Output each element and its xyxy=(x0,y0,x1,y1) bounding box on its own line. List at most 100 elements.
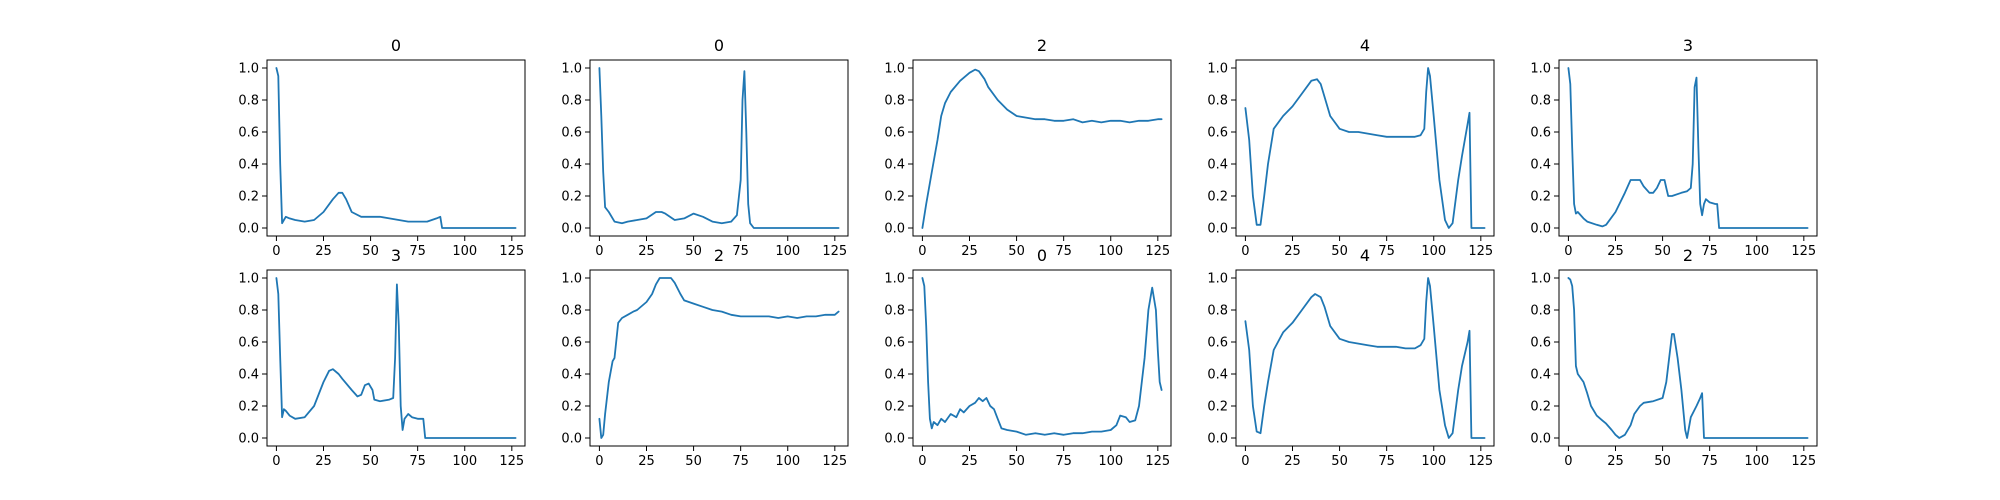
x-tick-label: 25 xyxy=(638,244,655,259)
y-tick-label: 0.2 xyxy=(1207,190,1228,205)
x-tick-label: 50 xyxy=(1008,244,1025,259)
y-tick-label: 0.4 xyxy=(884,158,905,173)
series-line xyxy=(1567,67,1809,229)
plot-frame xyxy=(1235,269,1495,447)
x-tick-label: 75 xyxy=(732,244,749,259)
plot-frame xyxy=(266,59,526,237)
y-tick-label: 0.4 xyxy=(238,158,259,173)
subplot-title: 3 xyxy=(391,246,401,265)
y-tick-label: 0.8 xyxy=(884,304,905,319)
subplot-4: 4 0 25 50 75 100 125 0.0 0.2 0.4 0.6 0.8 1.0 xyxy=(1207,36,1495,259)
x-tick-label: 25 xyxy=(1284,454,1301,469)
plot-frame xyxy=(1235,59,1495,237)
x-tick-label: 25 xyxy=(1607,244,1624,259)
y-tick-label: 0.0 xyxy=(1530,222,1551,237)
plot-frame xyxy=(266,269,526,447)
y-tick-label: 1.0 xyxy=(1530,62,1551,77)
y-tick-label: 0.2 xyxy=(884,400,905,415)
x-tick-label: 125 xyxy=(1791,244,1816,259)
subplot-title: 4 xyxy=(1360,246,1370,265)
subplot-title: 0 xyxy=(391,36,401,55)
y-tick-label: 0.8 xyxy=(238,94,259,109)
x-tick-label: 125 xyxy=(499,244,524,259)
plot-frame xyxy=(1558,269,1818,447)
y-tick-label: 0.0 xyxy=(1207,432,1228,447)
x-tick-label: 0 xyxy=(918,244,926,259)
y-tick-label: 1.0 xyxy=(884,62,905,77)
y-tick-label: 0.6 xyxy=(884,336,905,351)
y-tick-label: 0.4 xyxy=(561,158,582,173)
x-tick-label: 100 xyxy=(452,454,477,469)
y-tick-label: 0.8 xyxy=(238,304,259,319)
series-line xyxy=(275,67,517,229)
x-tick-label: 100 xyxy=(452,244,477,259)
x-tick-label: 0 xyxy=(918,454,926,469)
y-tick-label: 1.0 xyxy=(561,62,582,77)
x-tick-label: 50 xyxy=(685,244,702,259)
series-line xyxy=(1244,67,1486,229)
y-tick-label: 0.0 xyxy=(1207,222,1228,237)
y-tick-label: 0.2 xyxy=(238,190,259,205)
y-tick-label: 0.0 xyxy=(238,222,259,237)
subplot-title: 0 xyxy=(1037,246,1047,265)
x-tick-label: 25 xyxy=(315,454,332,469)
x-tick-label: 100 xyxy=(775,454,800,469)
y-tick-label: 0.0 xyxy=(884,432,905,447)
y-tick-label: 0.4 xyxy=(561,368,582,383)
x-tick-label: 125 xyxy=(1468,244,1493,259)
plot-frame xyxy=(912,59,1172,237)
x-tick-label: 100 xyxy=(1744,244,1769,259)
series-line xyxy=(598,67,840,229)
x-tick-label: 0 xyxy=(595,244,603,259)
series-line xyxy=(1244,277,1486,439)
subplot-5: 3 0 25 50 75 100 125 0.0 0.2 0.4 0.6 0.8 1.0 xyxy=(1530,36,1818,259)
y-tick-label: 0.4 xyxy=(238,368,259,383)
y-tick-label: 0.8 xyxy=(1207,304,1228,319)
y-tick-label: 0.2 xyxy=(884,190,905,205)
subplot-title: 2 xyxy=(1683,246,1693,265)
subplot-title: 3 xyxy=(1683,36,1693,55)
y-tick-label: 0.0 xyxy=(561,432,582,447)
x-tick-label: 25 xyxy=(638,454,655,469)
y-tick-label: 0.6 xyxy=(1530,336,1551,351)
x-tick-label: 75 xyxy=(1701,454,1718,469)
x-tick-label: 100 xyxy=(1744,454,1769,469)
y-tick-label: 0.8 xyxy=(1530,94,1551,109)
series-line xyxy=(598,277,840,439)
x-tick-label: 0 xyxy=(1241,244,1249,259)
subplot-title: 2 xyxy=(714,246,724,265)
x-tick-label: 50 xyxy=(1331,454,1348,469)
subplot-10: 2 0 25 50 75 100 125 0.0 0.2 0.4 0.6 0.8 1.0 xyxy=(1530,246,1818,469)
y-tick-label: 0.8 xyxy=(884,94,905,109)
x-tick-label: 50 xyxy=(362,244,379,259)
y-tick-label: 0.0 xyxy=(561,222,582,237)
x-tick-label: 125 xyxy=(1468,454,1493,469)
plot-frame xyxy=(589,59,849,237)
x-tick-label: 125 xyxy=(1791,454,1816,469)
x-tick-label: 100 xyxy=(1098,454,1123,469)
y-tick-label: 0.2 xyxy=(1530,400,1551,415)
y-tick-label: 0.0 xyxy=(1530,432,1551,447)
y-tick-label: 0.4 xyxy=(884,368,905,383)
x-tick-label: 50 xyxy=(362,454,379,469)
x-tick-label: 50 xyxy=(1008,454,1025,469)
y-tick-label: 0.0 xyxy=(238,432,259,447)
subplot-1: 0 0 25 50 75 100 125 0.0 0.2 0.4 0.6 0.8 1.0 xyxy=(238,36,526,259)
x-tick-label: 75 xyxy=(409,454,426,469)
y-tick-label: 1.0 xyxy=(1207,62,1228,77)
y-tick-label: 0.2 xyxy=(561,190,582,205)
subplot-7: 2 0 25 50 75 100 125 0.0 0.2 0.4 0.6 0.8 1.0 xyxy=(561,246,849,469)
y-tick-label: 0.2 xyxy=(1207,400,1228,415)
x-tick-label: 0 xyxy=(1564,244,1572,259)
x-tick-label: 75 xyxy=(409,244,426,259)
x-tick-label: 125 xyxy=(822,244,847,259)
x-tick-label: 25 xyxy=(1284,244,1301,259)
y-tick-label: 1.0 xyxy=(1207,272,1228,287)
y-tick-label: 0.8 xyxy=(561,94,582,109)
x-tick-label: 100 xyxy=(775,244,800,259)
subplot-title: 4 xyxy=(1360,36,1370,55)
x-tick-label: 100 xyxy=(1421,454,1446,469)
y-tick-label: 0.4 xyxy=(1530,158,1551,173)
x-tick-label: 0 xyxy=(1564,454,1572,469)
x-tick-label: 100 xyxy=(1098,244,1123,259)
